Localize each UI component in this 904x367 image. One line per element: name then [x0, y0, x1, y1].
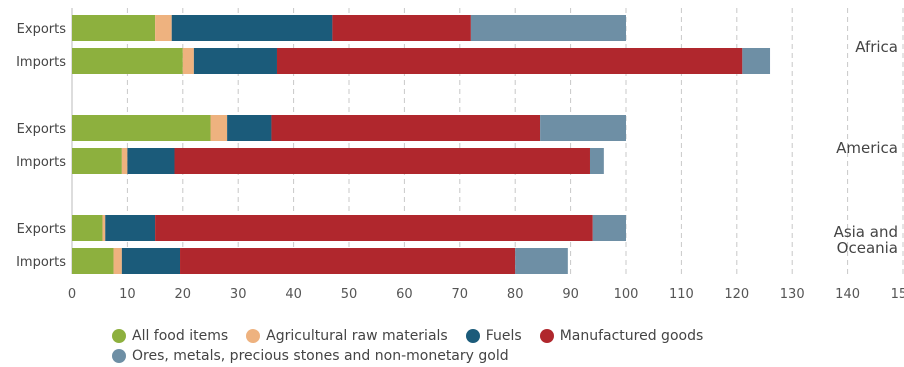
bar-segment-ores-metals-precious-stones-and-non-monetary-gold	[592, 215, 626, 241]
bar-segment-fuels	[105, 215, 156, 241]
legend-swatch	[112, 349, 126, 363]
bar-segment-fuels	[193, 48, 277, 74]
x-tick-label: 80	[507, 287, 524, 300]
x-tick-label: 0	[68, 287, 76, 300]
x-tick-label: 70	[452, 287, 469, 300]
bar-segment-ores-metals-precious-stones-and-non-monetary-gold	[589, 148, 604, 174]
bar-segment-agricultural-raw-materials	[210, 115, 228, 141]
legend-item: Manufactured goods	[539, 328, 704, 344]
bar-segment-manufactured-goods	[276, 48, 743, 74]
bar-segment-all-food-items	[72, 248, 114, 274]
legend-row: All food items Agricultural raw materials…	[112, 326, 872, 346]
bar-segment-all-food-items	[72, 48, 183, 74]
legend-item: Fuels	[465, 328, 522, 344]
bar-segment-manufactured-goods	[271, 115, 541, 141]
x-tick-label: 40	[285, 287, 302, 300]
legend-swatch	[465, 329, 480, 343]
legend-label: Fuels	[485, 328, 522, 344]
legend-label: Ores, metals, precious stones and non-mo…	[132, 348, 509, 364]
x-tick-label: 10	[119, 287, 136, 300]
legend-swatch	[246, 329, 261, 343]
bar-segment-all-food-items	[72, 115, 211, 141]
x-tick-label: 30	[230, 287, 247, 300]
legend-row: Ores, metals, precious stones and non-mo…	[112, 346, 872, 366]
bars	[72, 15, 771, 274]
bar-segment-manufactured-goods	[174, 148, 590, 174]
group-label: Asia and	[834, 223, 898, 241]
legend-item: Agricultural raw materials	[246, 328, 448, 344]
bar-segment-manufactured-goods	[180, 248, 516, 274]
bar-segment-all-food-items	[72, 148, 122, 174]
labels: Exports Imports Africa Exports Imports Americ…	[16, 22, 898, 270]
row-label: Exports	[17, 122, 67, 137]
x-tick-label: 120	[724, 287, 749, 300]
row-label: Imports	[16, 155, 66, 170]
legend-label: Manufactured goods	[559, 328, 704, 344]
bar-segment-fuels	[227, 115, 272, 141]
x-tick-label: 140	[835, 287, 860, 300]
group-label: Africa	[855, 38, 898, 56]
legend-swatch	[112, 329, 126, 343]
bar-segment-manufactured-goods	[155, 215, 593, 241]
row-label: Exports	[17, 22, 67, 37]
legend-item: All food items	[112, 328, 228, 344]
stacked-bar-chart: Exports Imports Africa Exports Imports Americ…	[16, 8, 904, 300]
bar-segment-agricultural-raw-materials	[102, 215, 106, 241]
bar-segment-ores-metals-precious-stones-and-non-monetary-gold	[742, 48, 771, 74]
x-tick-label: 90	[562, 287, 579, 300]
x-tick-label: 110	[669, 287, 694, 300]
legend: All food items Agricultural raw materials…	[112, 326, 872, 366]
x-tick-label: 50	[341, 287, 358, 300]
legend-swatch	[539, 329, 554, 343]
bar-segment-all-food-items	[72, 15, 156, 41]
x-tick-label: 100	[614, 287, 639, 300]
bar-segment-ores-metals-precious-stones-and-non-monetary-gold	[470, 15, 626, 41]
group-label: America	[836, 139, 898, 157]
bar-segment-ores-metals-precious-stones-and-non-monetary-gold	[515, 248, 568, 274]
row-label: Imports	[16, 255, 66, 270]
legend-label: All food items	[132, 328, 229, 344]
legend-label: Agricultural raw materials	[266, 328, 448, 344]
row-label: Exports	[17, 222, 67, 237]
x-tick-label: 150	[891, 287, 904, 300]
x-tick-label: 20	[175, 287, 192, 300]
bar-segment-agricultural-raw-materials	[182, 48, 194, 74]
bar-segment-manufactured-goods	[332, 15, 471, 41]
bar-segment-agricultural-raw-materials	[121, 148, 128, 174]
bar-segment-agricultural-raw-materials	[113, 248, 122, 274]
bar-segment-fuels	[127, 148, 175, 174]
bar-segment-fuels	[171, 15, 333, 41]
row-label: Imports	[16, 55, 66, 70]
bar-segment-ores-metals-precious-stones-and-non-monetary-gold	[540, 115, 626, 141]
x-tick-label: 130	[780, 287, 805, 300]
bar-segment-fuels	[121, 248, 181, 274]
x-axis-ticks: 0 10 20 30 40 50 60 70 80 90 100 110 120 130 140 150	[68, 287, 904, 300]
bar-segment-all-food-items	[72, 215, 103, 241]
x-tick-label: 60	[396, 287, 413, 300]
group-label: Oceania	[837, 239, 898, 257]
bar-segment-agricultural-raw-materials	[155, 15, 172, 41]
legend-item: Ores, metals, precious stones and non-mo…	[112, 348, 509, 364]
